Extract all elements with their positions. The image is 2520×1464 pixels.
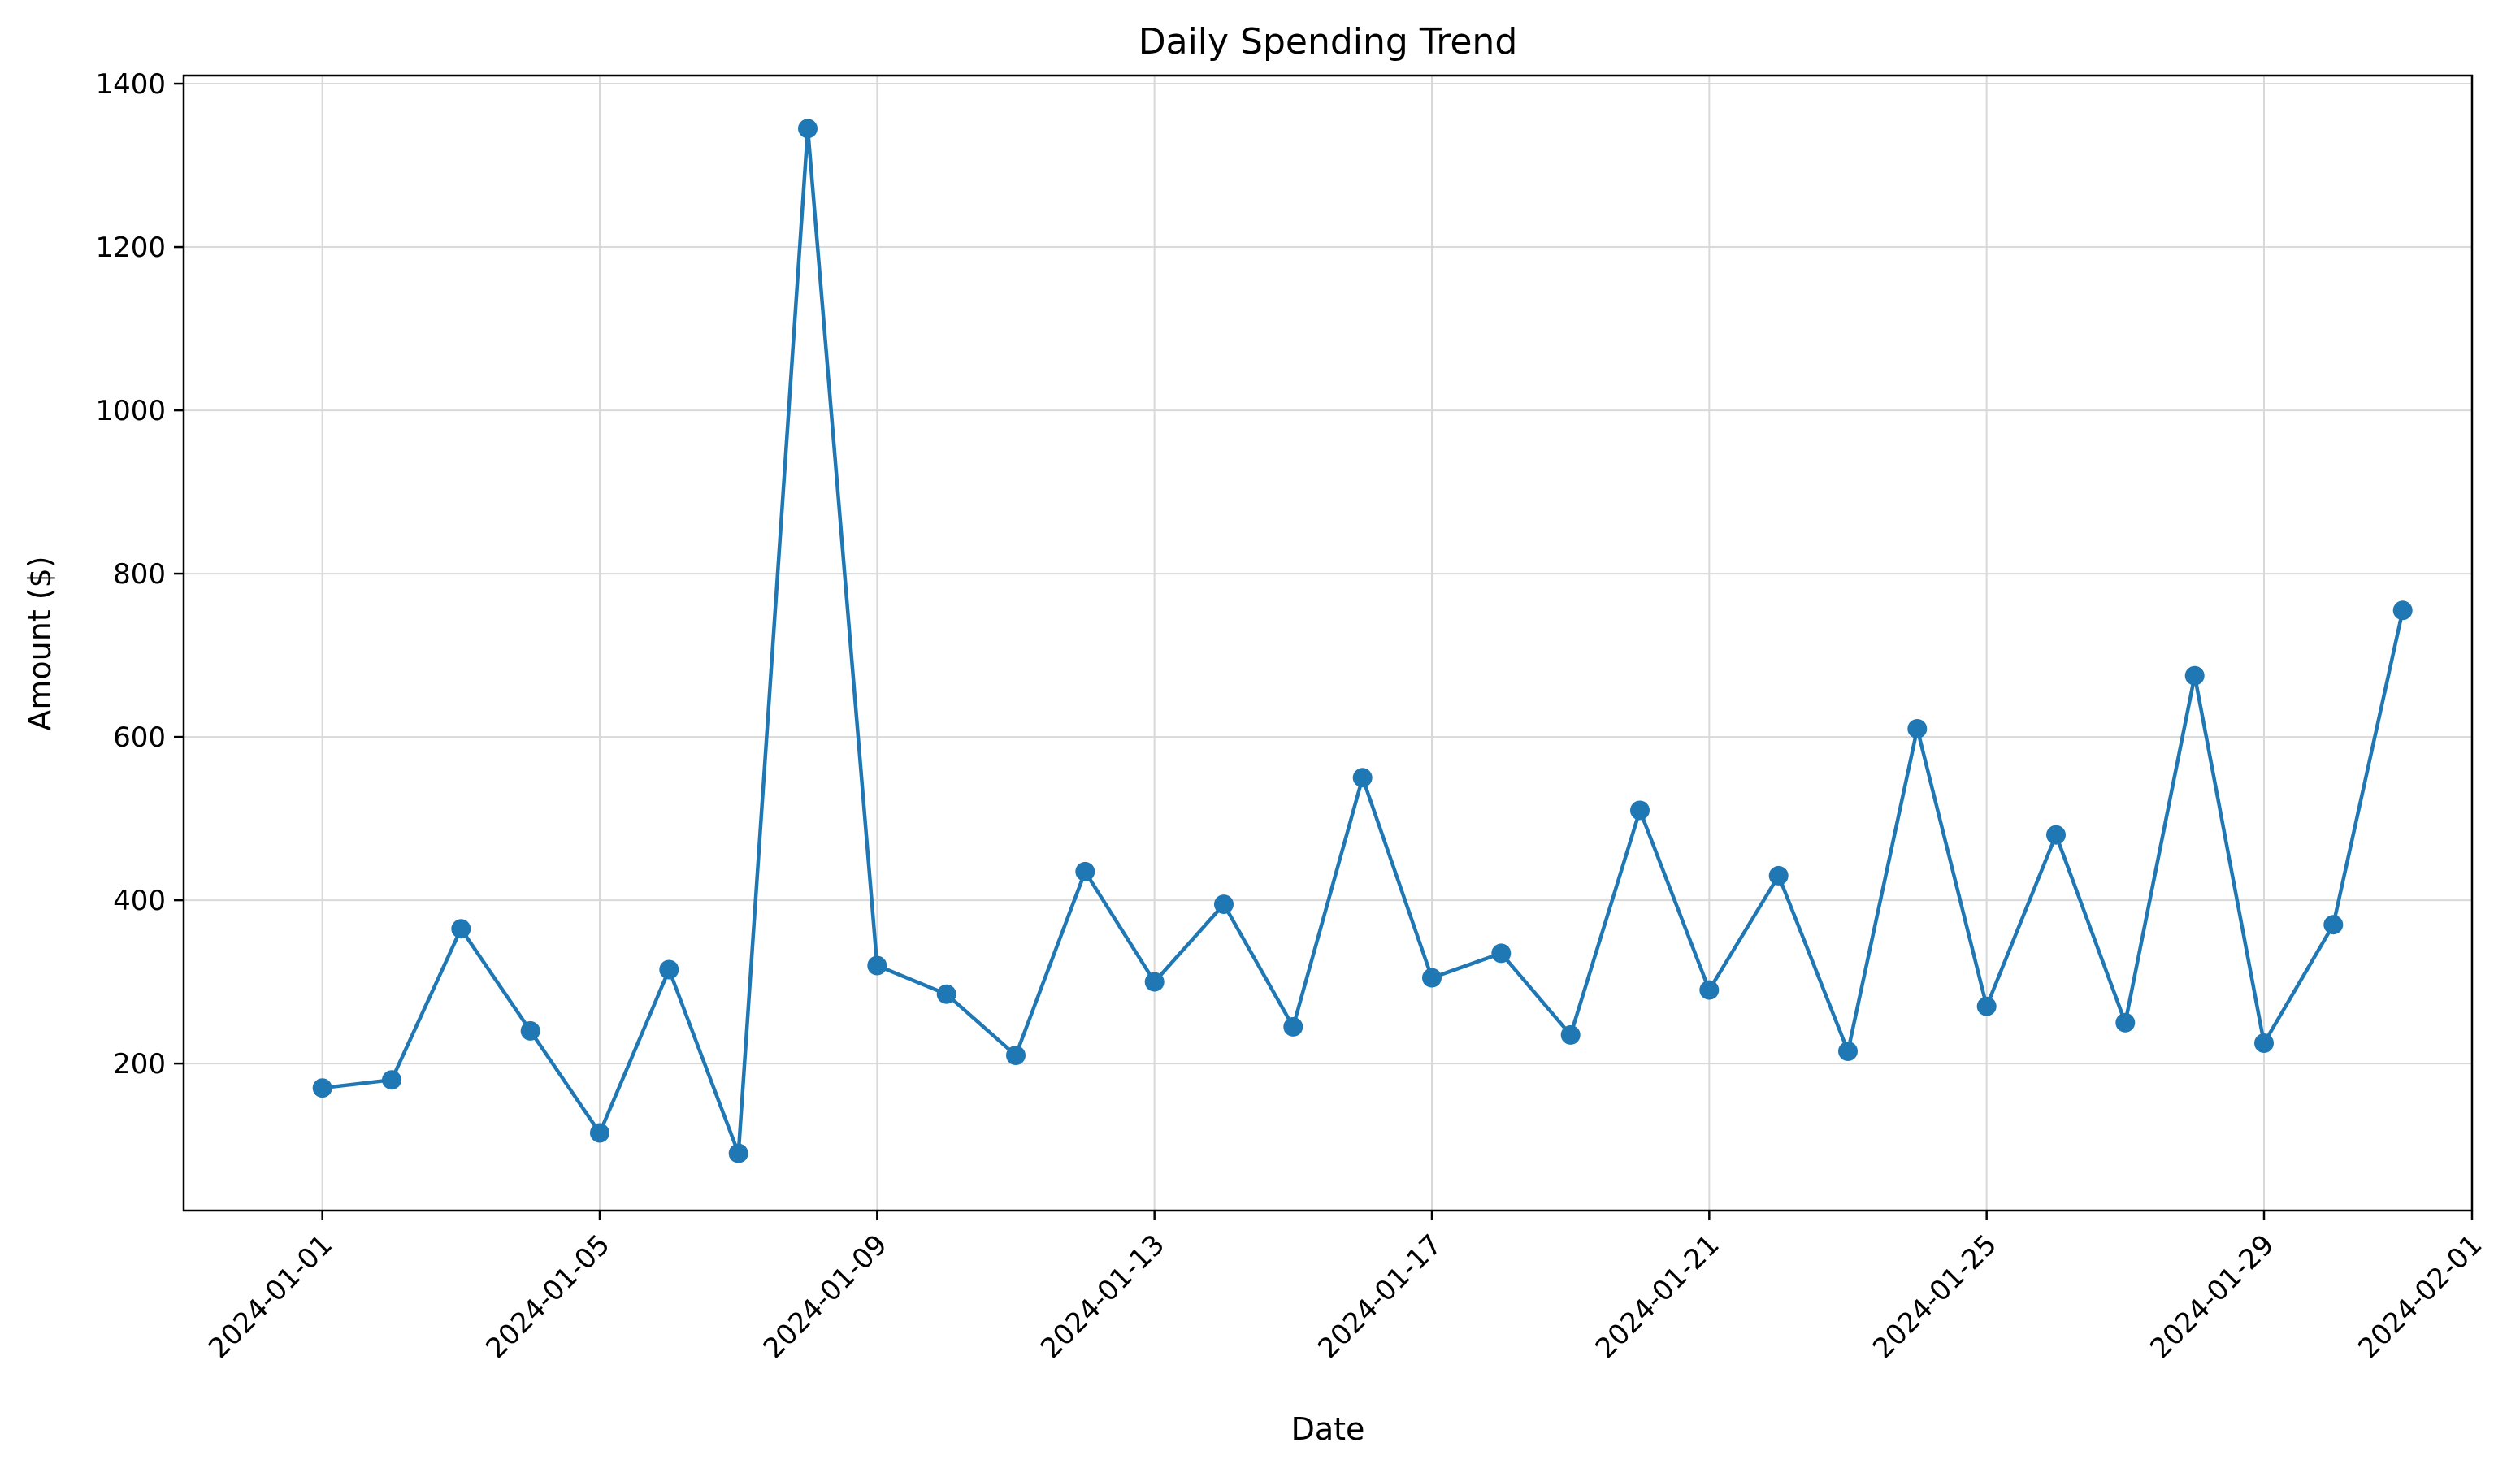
data-point (2184, 665, 2205, 686)
data-point (1422, 968, 1442, 988)
data-point (659, 959, 679, 980)
data-point (2115, 1012, 2136, 1033)
y-tick-label: 200 (113, 1048, 166, 1081)
data-point (1768, 865, 1789, 886)
data-point (1491, 943, 1512, 964)
y-tick-label: 1200 (95, 232, 166, 264)
y-tick-label: 1000 (95, 395, 166, 427)
data-point (1699, 980, 1720, 1000)
data-point (1006, 1046, 1026, 1065)
data-point (382, 1070, 401, 1090)
plot-area-frame (182, 74, 2474, 1212)
data-point (798, 119, 818, 139)
data-point (867, 955, 887, 976)
data-point (1630, 800, 1650, 821)
x-axis-label: Date (1291, 1411, 1365, 1447)
data-point (936, 984, 956, 1004)
data-point (1838, 1042, 1858, 1061)
data-point (728, 1143, 748, 1163)
data-point (451, 919, 471, 939)
data-point (590, 1123, 609, 1143)
data-point (1560, 1024, 1581, 1045)
data-point (2323, 915, 2344, 935)
data-point (1283, 1016, 1303, 1037)
series-layer (312, 119, 2413, 1163)
data-point (1075, 861, 1095, 881)
data-point (312, 1078, 332, 1098)
y-axis-label: Amount ($) (22, 556, 58, 730)
y-tick-label: 800 (113, 558, 166, 591)
data-point (1144, 972, 1165, 992)
data-point (1976, 996, 1997, 1016)
data-point (1214, 894, 1234, 915)
data-point (520, 1020, 540, 1041)
data-point (2046, 825, 2066, 845)
data-point (1907, 719, 1928, 738)
data-point (1352, 768, 1373, 788)
data-point (2254, 1033, 2274, 1053)
y-tick-label: 600 (113, 721, 166, 754)
grid-layer (184, 76, 2473, 1211)
data-point (2392, 600, 2413, 621)
y-tick-label: 400 (113, 885, 166, 917)
chart-title: Daily Spending Trend (1139, 21, 1518, 63)
y-tick-label: 1400 (95, 68, 166, 101)
